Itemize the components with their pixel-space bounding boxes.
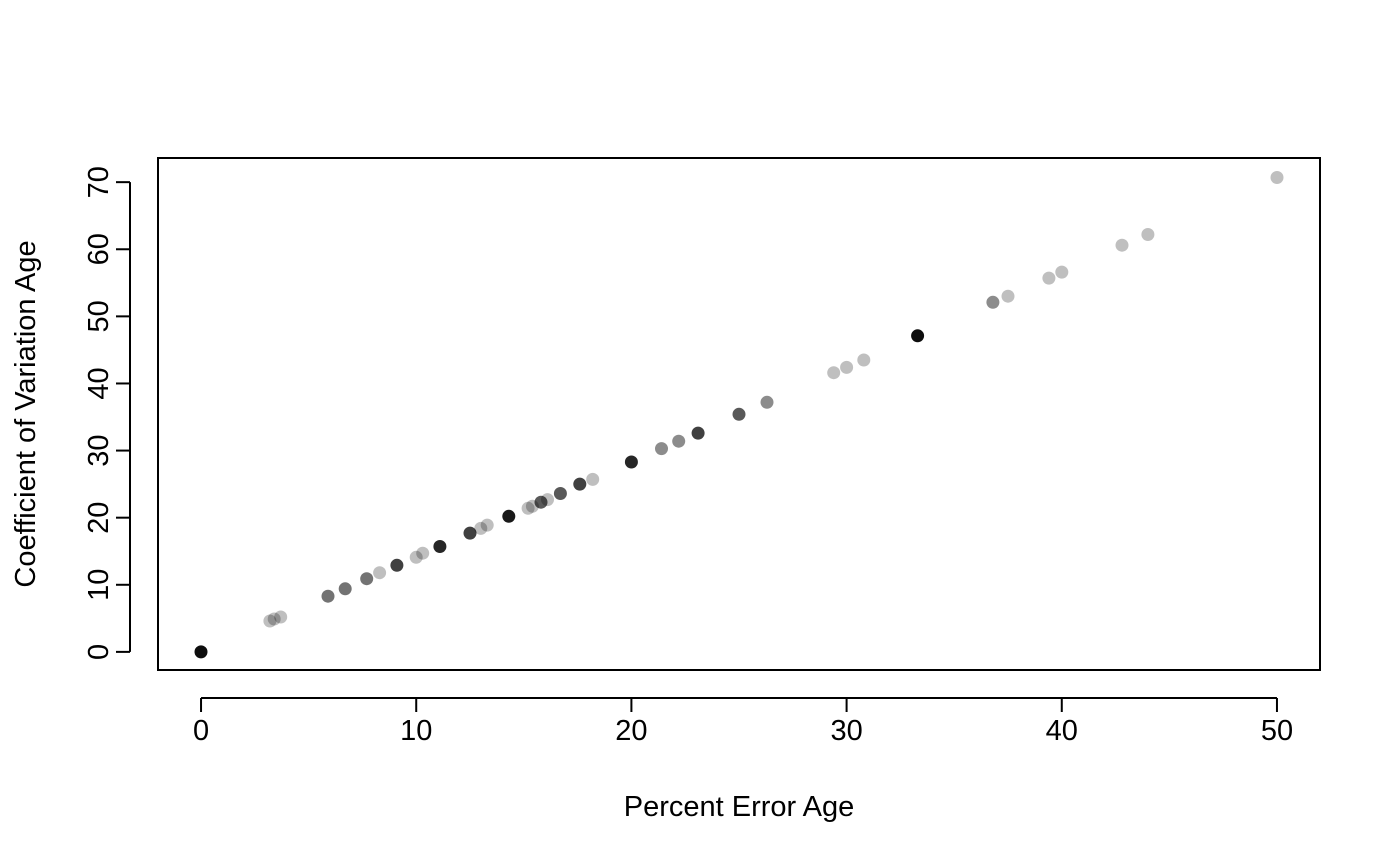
data-point — [732, 407, 746, 421]
data-point — [986, 295, 1000, 309]
y-tick-label: 0 — [83, 644, 115, 660]
data-point — [573, 477, 587, 491]
y-tick-label: 20 — [83, 502, 115, 534]
y-tick-label: 30 — [83, 434, 115, 466]
data-point — [502, 509, 516, 523]
data-point — [360, 572, 374, 586]
data-point — [1141, 228, 1155, 241]
data-point — [416, 546, 430, 560]
x-axis: 0 10 20 30 40 50 — [193, 697, 1293, 747]
data-point — [194, 645, 208, 659]
data-point — [911, 329, 925, 343]
y-axis: 0 10 20 30 40 50 60 70 — [83, 166, 131, 660]
y-axis-label: Coefficient of Variation Age — [10, 240, 42, 587]
data-point — [553, 487, 567, 500]
x-tick-label: 30 — [830, 715, 862, 747]
x-tick-label: 10 — [400, 715, 432, 747]
y-tick-label: 50 — [83, 300, 115, 332]
data-point — [534, 495, 548, 509]
data-point — [1042, 271, 1056, 285]
data-point — [672, 434, 686, 448]
data-point — [263, 614, 277, 628]
data-point — [624, 455, 638, 469]
data-point — [321, 589, 335, 603]
data-point — [338, 582, 352, 596]
points-layer — [194, 171, 1284, 659]
data-point — [827, 366, 841, 380]
data-point — [474, 521, 488, 535]
data-point — [1055, 265, 1069, 279]
data-point — [521, 501, 535, 515]
data-point — [373, 566, 387, 580]
data-point — [267, 612, 281, 626]
data-point — [409, 550, 423, 564]
data-point — [390, 558, 404, 572]
data-point — [691, 426, 705, 440]
data-point — [433, 540, 447, 553]
plot-frame — [157, 157, 1321, 671]
y-tick-label: 40 — [83, 367, 115, 399]
x-tick-label: 0 — [193, 715, 209, 747]
data-point — [655, 442, 668, 456]
data-point — [857, 353, 871, 367]
x-tick-label: 20 — [615, 715, 647, 747]
data-point — [1001, 289, 1015, 303]
y-tick-label: 60 — [83, 233, 115, 265]
data-point — [586, 472, 600, 486]
data-point — [760, 395, 774, 409]
data-point — [1115, 238, 1129, 252]
x-tick-label: 40 — [1046, 715, 1078, 747]
data-point — [1270, 171, 1284, 184]
data-point — [541, 493, 554, 507]
y-tick-label: 70 — [83, 166, 115, 198]
data-point — [840, 360, 854, 374]
x-axis-label: Percent Error Age — [624, 791, 855, 823]
x-tick-label: 50 — [1261, 715, 1293, 747]
data-point — [480, 518, 494, 532]
data-point — [274, 610, 288, 624]
y-tick-label: 10 — [83, 569, 115, 601]
data-point — [463, 526, 477, 540]
